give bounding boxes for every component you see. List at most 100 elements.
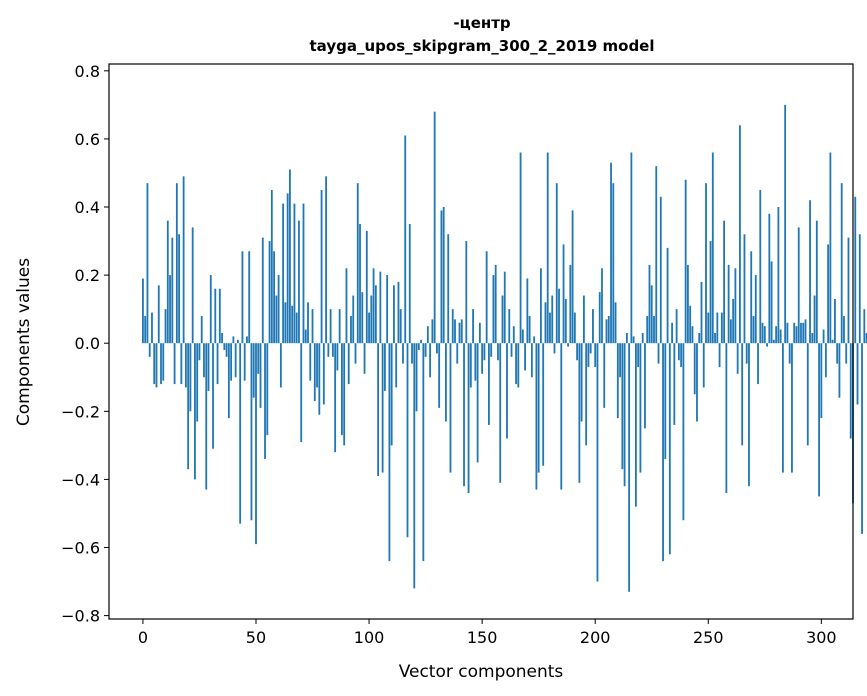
bar <box>420 339 422 344</box>
bar <box>184 343 187 388</box>
bar <box>766 343 768 347</box>
bar <box>175 183 178 344</box>
bar <box>582 295 585 344</box>
bar <box>291 305 294 344</box>
bar <box>578 343 581 483</box>
bar <box>555 183 558 344</box>
bar <box>750 251 753 344</box>
y-tick-label: 0.2 <box>75 266 100 285</box>
bar <box>501 295 504 344</box>
bar <box>458 322 461 344</box>
bar <box>616 343 619 419</box>
bar <box>711 152 714 344</box>
bar <box>714 332 716 344</box>
bar <box>279 343 282 388</box>
bar <box>865 332 867 344</box>
bar <box>567 343 569 347</box>
bar <box>840 183 843 344</box>
bar <box>506 343 508 439</box>
bar <box>827 244 830 344</box>
bar <box>404 135 407 344</box>
bar <box>528 315 531 344</box>
bar <box>781 343 784 473</box>
bar <box>478 322 481 344</box>
bar <box>393 285 395 344</box>
bar <box>858 234 861 344</box>
bar <box>777 207 780 344</box>
bar <box>205 343 208 490</box>
bar <box>535 343 538 490</box>
bars-group <box>142 104 867 592</box>
bar <box>472 309 474 344</box>
bar <box>497 343 499 361</box>
bar <box>698 332 701 344</box>
bar <box>289 169 291 344</box>
bar <box>429 343 432 378</box>
bar <box>361 292 364 344</box>
bar <box>311 309 314 344</box>
bar <box>612 183 615 344</box>
bar <box>648 264 651 344</box>
bar <box>610 162 612 344</box>
bar <box>261 237 264 344</box>
bar <box>571 210 574 344</box>
bar <box>218 288 221 344</box>
bar <box>863 309 866 344</box>
bar <box>847 237 850 344</box>
bar <box>227 343 230 419</box>
bar <box>481 343 484 374</box>
bar <box>164 309 167 344</box>
bar <box>562 244 565 344</box>
bar <box>334 343 337 453</box>
bar <box>307 302 309 344</box>
bar <box>257 343 260 374</box>
bar <box>786 322 789 344</box>
bar <box>639 343 642 473</box>
bar <box>252 343 255 398</box>
bar <box>824 343 827 378</box>
bar <box>802 322 805 344</box>
bar <box>180 343 183 385</box>
bar <box>325 176 327 344</box>
bar <box>237 339 239 344</box>
bar <box>347 343 350 385</box>
bar <box>646 315 649 344</box>
bar <box>488 343 490 425</box>
bar <box>779 329 782 344</box>
chart-title-line-1: -центр <box>453 14 511 32</box>
bar <box>422 343 425 562</box>
bar <box>191 227 194 344</box>
bar <box>537 343 540 473</box>
bar <box>417 343 420 351</box>
bar <box>809 200 811 344</box>
bar <box>313 343 316 402</box>
bar <box>352 295 355 344</box>
bar <box>359 224 361 344</box>
bar <box>390 343 393 446</box>
bar <box>702 343 705 388</box>
bar <box>684 179 687 344</box>
bar <box>483 343 486 361</box>
bar <box>526 278 529 344</box>
bar <box>142 278 144 344</box>
bar <box>705 183 707 344</box>
bar <box>510 343 513 357</box>
bar <box>508 309 511 344</box>
bar <box>146 183 149 344</box>
bar <box>700 281 703 344</box>
bar <box>546 152 549 344</box>
bar <box>456 343 459 364</box>
bar <box>386 275 389 344</box>
bar <box>438 343 441 408</box>
bar <box>689 305 692 344</box>
bar <box>621 343 624 470</box>
bar <box>573 312 576 344</box>
bar <box>209 275 212 344</box>
bar <box>341 343 343 436</box>
bar <box>768 213 771 344</box>
bar <box>282 203 285 344</box>
bar <box>834 298 836 344</box>
bar <box>275 295 278 344</box>
